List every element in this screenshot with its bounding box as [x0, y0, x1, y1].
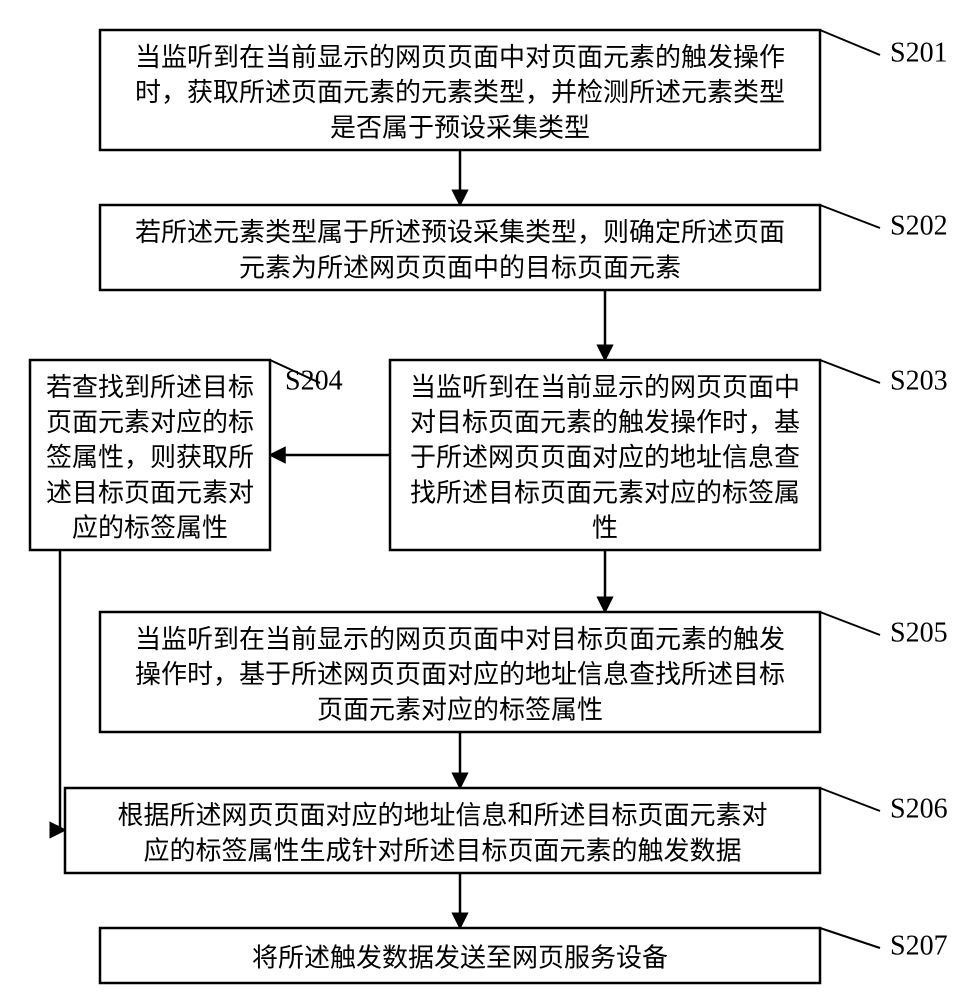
node-s202-line-0: 若所述元素类型属于所述预设采集类型，则确定所述页面 [135, 218, 785, 247]
node-s207-line-0: 将所述触发数据发送至网页服务设备 [252, 944, 668, 973]
node-s202-line-1: 元素为所述网页页面中的目标页面元素 [239, 253, 681, 282]
node-s203: 当监听到在当前显示的网页页面中对目标页面元素的触发操作时，基于所述网页页面对应的… [390, 360, 948, 550]
node-s204-line-0: 若查找到所述目标 [46, 373, 254, 402]
node-s201-step-label: S201 [890, 37, 948, 68]
node-s204-step-label: S204 [285, 365, 343, 396]
node-s205: 当监听到在当前显示的网页页面中对目标页面元素的触发操作时，基于所述网页页面对应的… [100, 612, 948, 732]
node-s203-line-2: 于所述网页页面对应的地址信息查 [410, 443, 800, 472]
node-s201-line-0: 当监听到在当前显示的网页页面中对页面元素的触发操作 [135, 43, 785, 72]
node-s203-callout-line [820, 360, 880, 383]
node-s203-line-4: 性 [592, 513, 618, 542]
node-s206-line-1: 应的标签属性生成针对所述目标页面元素的触发数据 [143, 836, 741, 865]
node-s204-line-4: 应的标签属性 [72, 513, 228, 542]
node-s203-line-1: 对目标页面元素的触发操作时，基 [410, 408, 800, 437]
node-s202-callout-line [820, 205, 880, 228]
node-s205-line-0: 当监听到在当前显示的网页页面中对目标页面元素的触发 [135, 625, 785, 654]
node-s201: 当监听到在当前显示的网页页面中对页面元素的触发操作时，获取所述页面元素的元素类型… [100, 30, 948, 150]
node-s201-callout-line [820, 30, 880, 55]
flowchart-canvas: 当监听到在当前显示的网页页面中对页面元素的触发操作时，获取所述页面元素的元素类型… [0, 0, 978, 1000]
node-s203-line-0: 当监听到在当前显示的网页页面中 [410, 373, 800, 402]
node-s204-line-2: 签属性，则获取所 [46, 443, 254, 472]
node-s205-line-1: 操作时，基于所述网页页面对应的地址信息查找所述目标 [135, 660, 785, 689]
node-s204-line-3: 述目标页面元素对 [46, 478, 254, 507]
node-s206: 根据所述网页页面对应的地址信息和所述目标页面元素对应的标签属性生成针对所述目标页… [65, 788, 948, 873]
node-s202-step-label: S202 [890, 210, 948, 241]
node-s205-line-2: 页面元素对应的标签属性 [317, 695, 603, 724]
node-s207-callout-line [820, 928, 880, 948]
node-s203-line-3: 找所述目标页面元素对应的标签属 [410, 478, 800, 507]
node-s201-line-2: 是否属于预设采集类型 [330, 113, 590, 142]
node-s207-step-label: S207 [890, 930, 948, 961]
node-s206-callout-line [820, 788, 880, 811]
node-s207: 将所述触发数据发送至网页服务设备 S207 [100, 928, 948, 983]
node-s206-step-label: S206 [890, 793, 948, 824]
node-s201-line-1: 时，获取所述页面元素的元素类型，并检测所述元素类型 [135, 78, 785, 107]
node-s203-step-label: S203 [890, 365, 948, 396]
node-s204-line-1: 页面元素对应的标 [46, 408, 254, 437]
node-s202: 若所述元素类型属于所述预设采集类型，则确定所述页面元素为所述网页页面中的目标页面… [100, 205, 948, 290]
node-s205-step-label: S205 [890, 617, 948, 648]
node-s205-callout-line [820, 612, 880, 635]
node-s206-line-0: 根据所述网页页面对应的地址信息和所述目标页面元素对 [117, 801, 767, 830]
